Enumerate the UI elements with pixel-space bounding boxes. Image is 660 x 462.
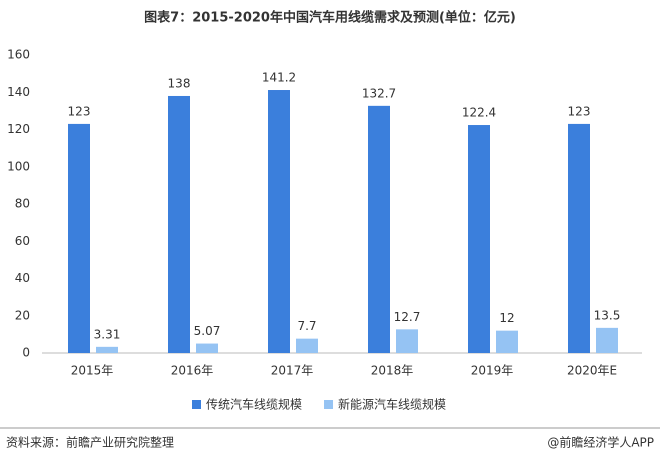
legend-label: 传统汽车线缆规模	[206, 397, 302, 412]
y-tick-label: 80	[15, 197, 30, 211]
value-label: 7.7	[297, 319, 316, 333]
bar	[368, 105, 390, 353]
bar	[196, 343, 218, 353]
chart-title: 图表7：2015-2020年中国汽车用线缆需求及预测(单位：亿元)	[144, 10, 516, 26]
x-tick-label: 2018年	[371, 364, 414, 378]
legend-label: 新能源汽车线缆规模	[338, 397, 446, 412]
bar	[496, 330, 518, 353]
bar	[96, 346, 118, 353]
value-label: 13.5	[594, 308, 621, 322]
footer: @前瞻经济学人APP	[547, 435, 654, 450]
value-label: 12.7	[394, 310, 421, 324]
y-tick-label: 0	[22, 346, 30, 360]
y-tick-label: 60	[15, 234, 30, 248]
bar	[68, 123, 90, 353]
x-tick-label: 2015年	[71, 364, 114, 378]
y-tick-label: 120	[7, 122, 30, 136]
y-tick-label: 140	[7, 85, 30, 99]
y-tick-label: 40	[15, 271, 30, 285]
bar	[596, 327, 618, 353]
bar	[396, 329, 418, 353]
legend-swatch	[324, 400, 334, 409]
value-label: 12	[499, 311, 514, 325]
value-label: 5.07	[194, 324, 221, 338]
value-label: 122.4	[462, 106, 496, 120]
x-tick-label: 2017年	[271, 364, 314, 378]
x-tick-label: 2020年E	[567, 364, 617, 378]
bar	[296, 338, 318, 353]
value-label: 138	[168, 76, 191, 90]
value-label: 123	[68, 104, 91, 118]
y-tick-label: 160	[7, 48, 30, 62]
y-tick-label: 100	[7, 159, 30, 173]
legend-swatch	[192, 400, 201, 409]
bar	[468, 125, 490, 353]
bar	[268, 90, 290, 353]
value-label: 3.31	[94, 327, 121, 341]
y-tick-label: 20	[15, 308, 30, 322]
value-label: 141.2	[262, 71, 296, 85]
value-label: 132.7	[362, 86, 396, 100]
bar	[168, 95, 190, 353]
source: 资料来源：前瞻产业研究院整理	[6, 435, 174, 450]
value-label: 123	[568, 104, 591, 118]
x-tick-label: 2019年	[471, 364, 514, 378]
bar	[568, 123, 590, 353]
x-tick-label: 2016年	[171, 364, 214, 378]
